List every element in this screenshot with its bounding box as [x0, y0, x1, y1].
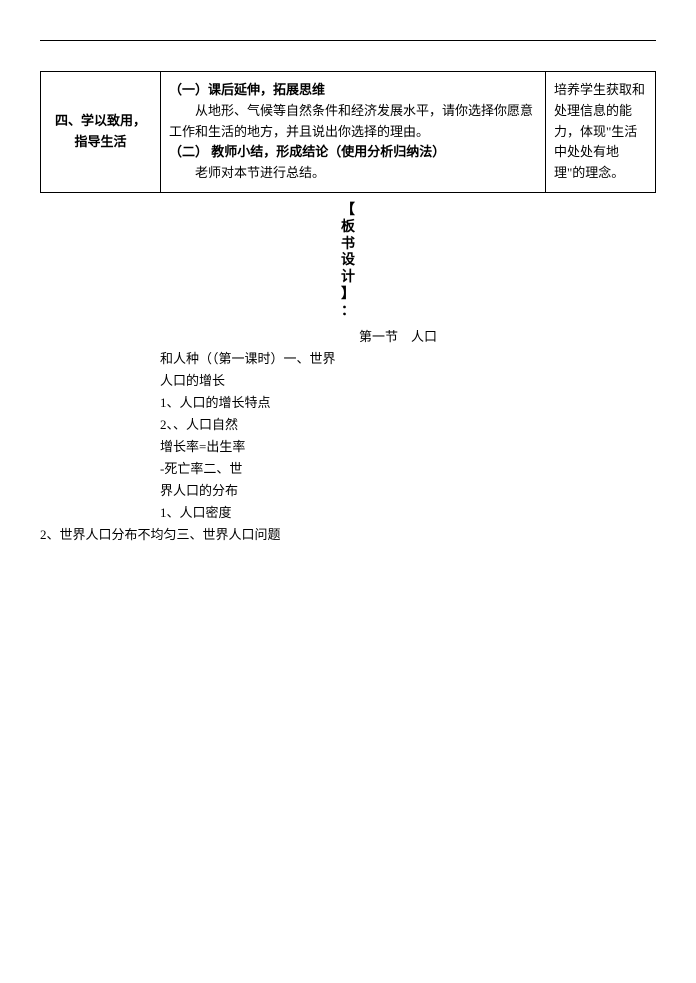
subheading-1: （一）课后延伸，拓展思维	[169, 80, 537, 101]
section-note: 培养学生获取和处理信息的能力，体现"生活中处处有地理"的理念。	[546, 72, 656, 193]
outline-section: 第一节 人口 和人种（（第一课时）一、世界 人口的增长 1、人口的增长特点 2、…	[40, 326, 656, 547]
vtitle-char: 书	[341, 237, 355, 254]
vtitle-char: 】	[341, 287, 355, 304]
outline-title: 第一节 人口	[140, 326, 656, 348]
board-design-title: 【 板 书 设 计 】 ：	[341, 203, 355, 321]
outline-line: 界人口的分布	[160, 480, 656, 502]
lesson-table: 四、学以致用，指导生活 （一）课后延伸，拓展思维 从地形、气候等自然条件和经济发…	[40, 71, 656, 193]
outline-line: 1、人口密度	[160, 502, 656, 524]
vtitle-char: 计	[341, 270, 355, 287]
outline-line: -死亡率二、世	[160, 458, 656, 480]
vtitle-char: 板	[341, 220, 355, 237]
vtitle-char: 设	[341, 253, 355, 270]
paragraph-1: 从地形、气候等自然条件和经济发展水平，请你选择你愿意工作和生活的地方，并且说出你…	[169, 101, 537, 143]
vtitle-char: ：	[341, 304, 355, 321]
table-row: 四、学以致用，指导生活 （一）课后延伸，拓展思维 从地形、气候等自然条件和经济发…	[41, 72, 656, 193]
subheading-2: （二） 教师小结，形成结论（使用分析归纳法）	[169, 142, 537, 163]
outline-line: 人口的增长	[160, 370, 656, 392]
outline-line: 和人种（（第一课时）一、世界	[160, 348, 656, 370]
vtitle-char: 【	[341, 203, 355, 220]
outline-line: 增长率=出生率	[160, 436, 656, 458]
outline-line: 1、人口的增长特点	[160, 392, 656, 414]
outline-line: 2、世界人口分布不均匀三、世界人口问题	[40, 524, 656, 546]
outline-line: 2、、人口自然	[160, 414, 656, 436]
section-label: 四、学以致用，指导生活	[41, 72, 161, 193]
section-content: （一）课后延伸，拓展思维 从地形、气候等自然条件和经济发展水平，请你选择你愿意工…	[161, 72, 546, 193]
paragraph-2: 老师对本节进行总结。	[169, 163, 537, 184]
horizontal-rule	[40, 40, 656, 41]
